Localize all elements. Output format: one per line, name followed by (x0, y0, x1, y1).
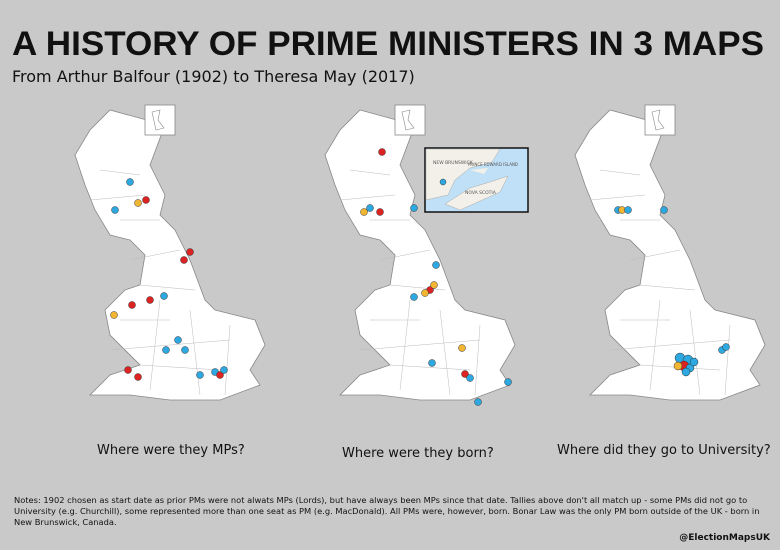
canada-inset: NEW BRUNSWICK PRINCE EDWARD ISLAND NOVA … (424, 147, 529, 213)
inset-label: NEW BRUNSWICK (433, 160, 474, 166)
map-caption: Where were they MPs? (97, 443, 245, 458)
notes: Notes: 1902 chosen as start date as prio… (14, 495, 760, 527)
map-caption: Where did they go to University? (557, 443, 771, 458)
map-born (325, 105, 515, 406)
credit: @ElectionMapsUK (679, 533, 770, 543)
inset-label: NOVA SCOTIA (465, 190, 497, 196)
inset-label: PRINCE EDWARD ISLAND (468, 162, 518, 167)
title: A HISTORY OF PRIME MINISTERS IN 3 MAPS (12, 25, 764, 63)
map-university (575, 105, 765, 400)
map-mps (75, 105, 265, 400)
map-caption: Where were they born? (342, 446, 494, 461)
subtitle: From Arthur Balfour (1902) to Theresa Ma… (12, 67, 415, 86)
